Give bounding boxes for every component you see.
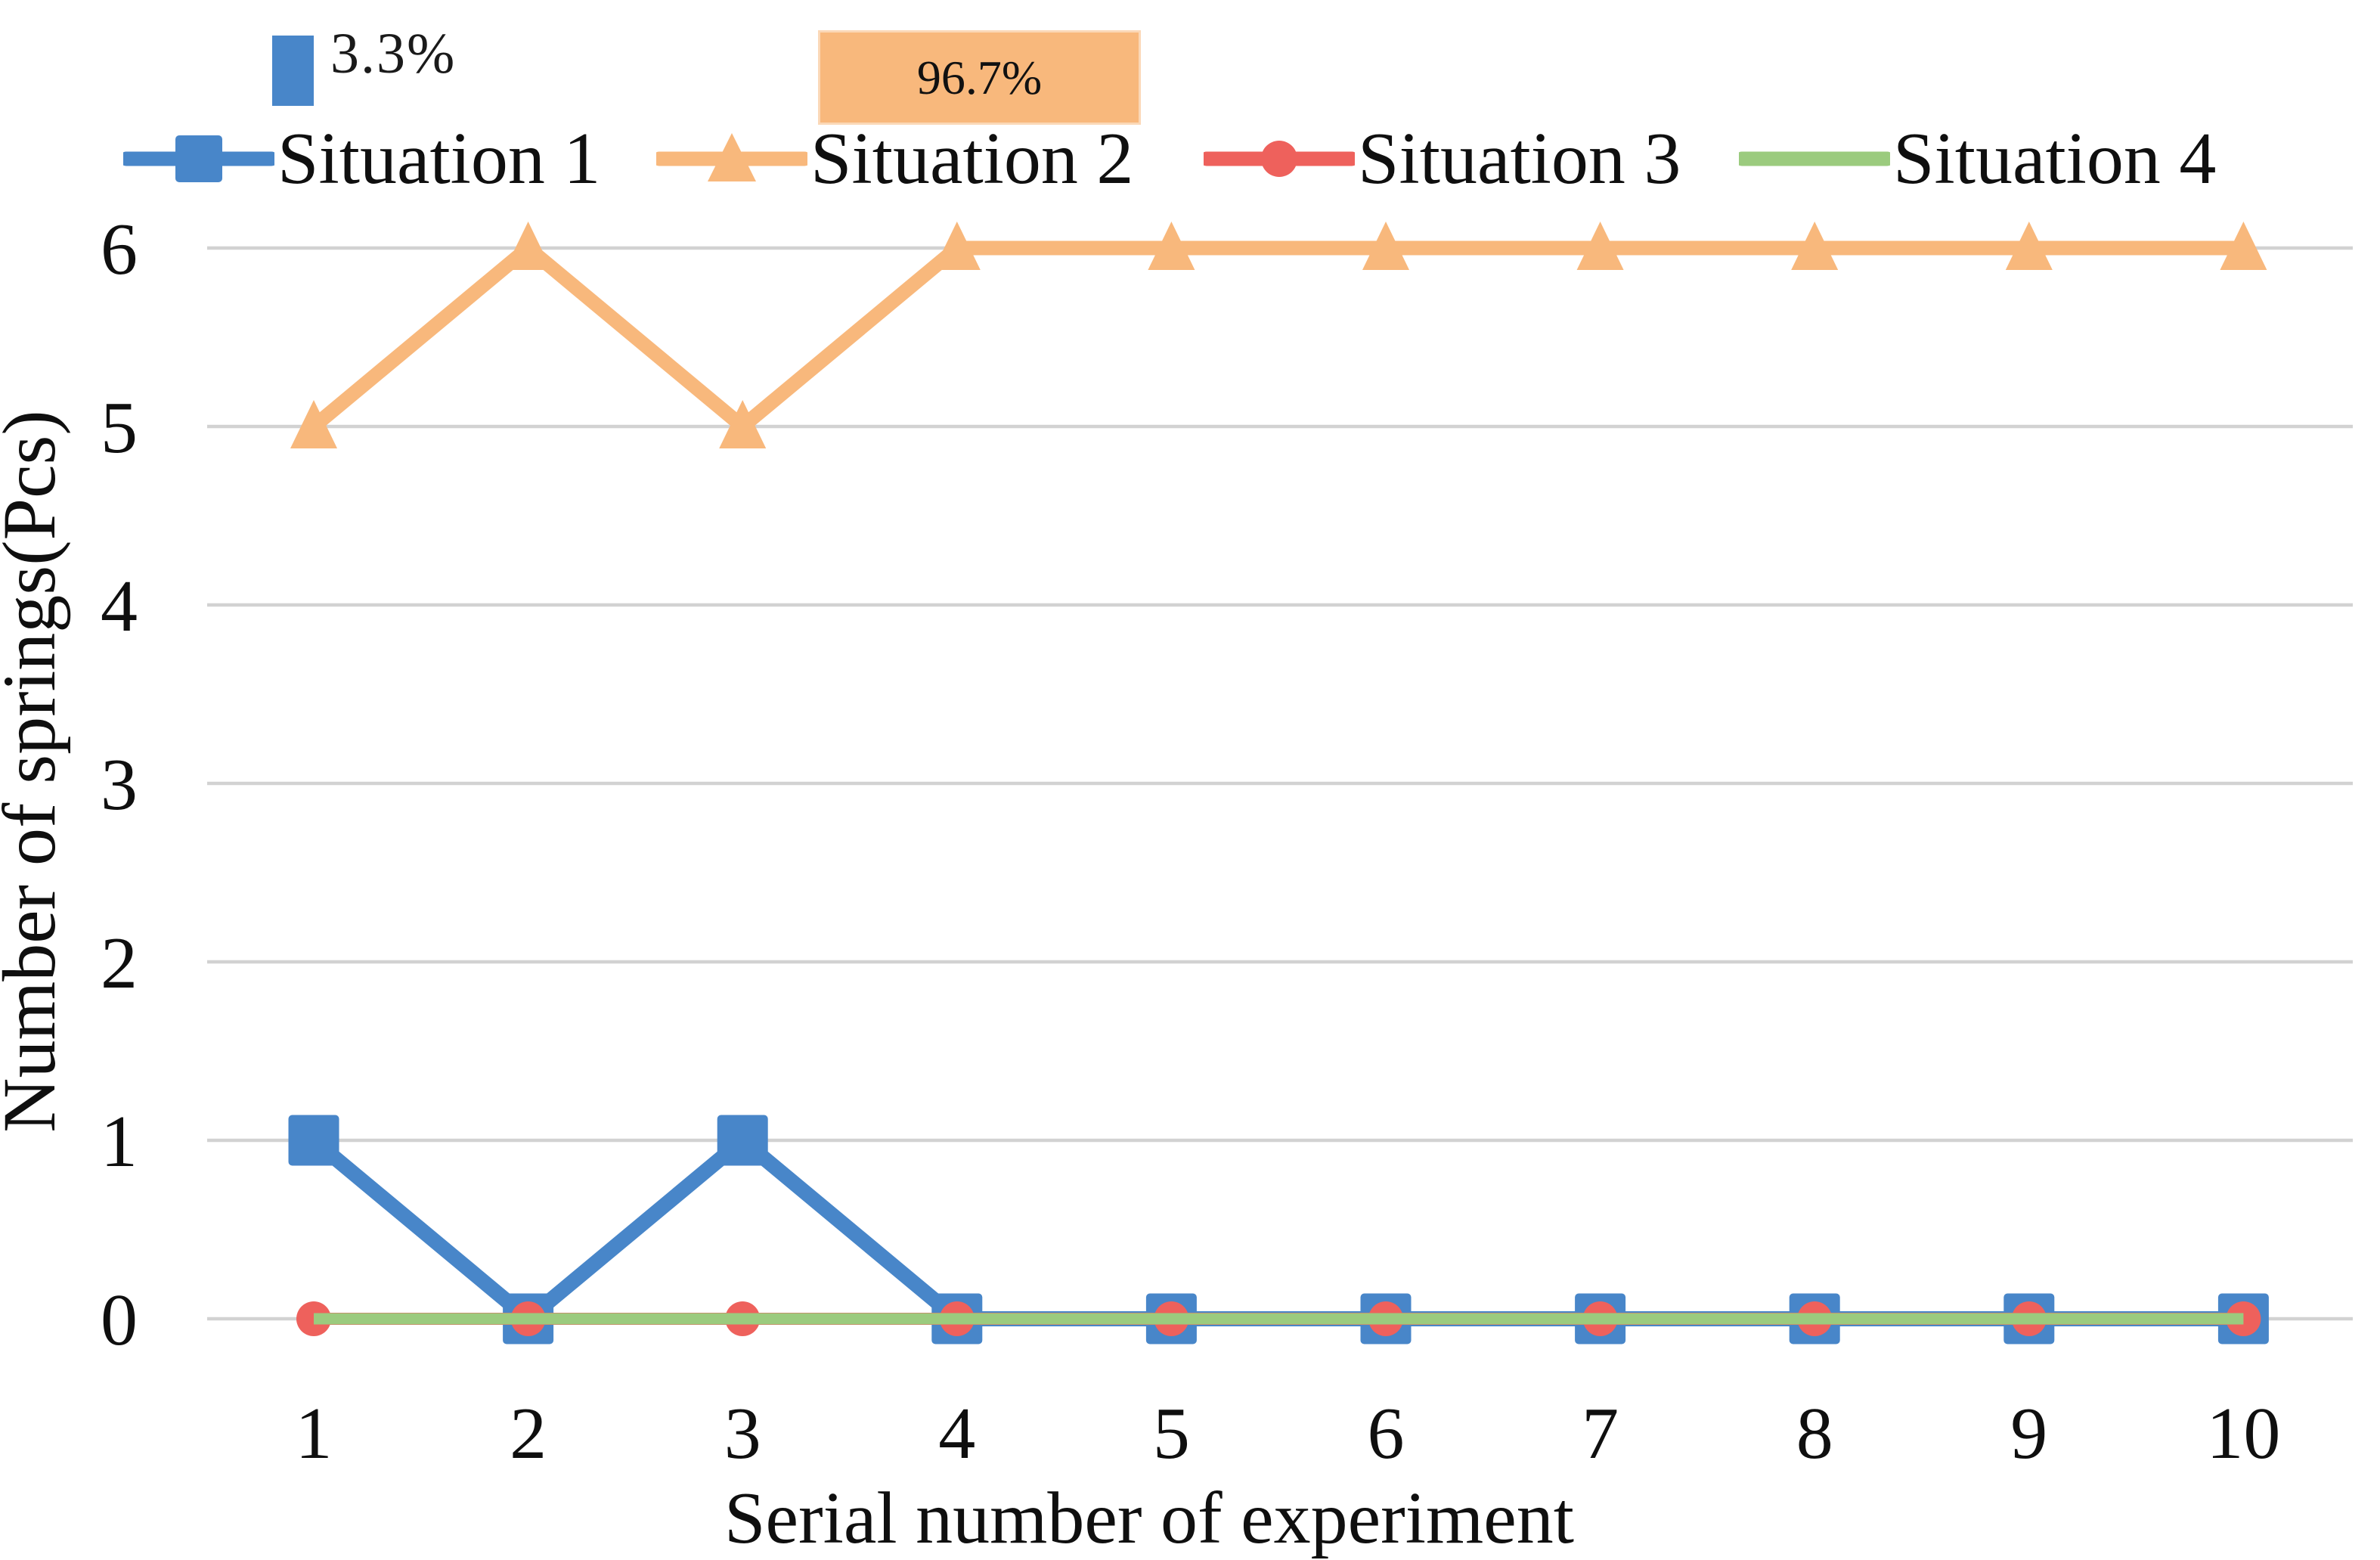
blue-bar-swatch xyxy=(272,36,314,106)
legend-label: Situation 2 xyxy=(810,118,1134,200)
series-line-1 xyxy=(308,1133,2244,1326)
situation2-rate-box: 96.7% xyxy=(818,30,1141,125)
legend-item-3: Situation 3 xyxy=(1204,113,1681,204)
legend-item-1: Situation 1 xyxy=(123,113,600,204)
marker-triangle xyxy=(504,222,552,270)
situation2-rate-label: 96.7% xyxy=(916,50,1043,104)
x-tick-label: 4 xyxy=(938,1393,975,1475)
y-axis-title: Number of springs(Pcs) xyxy=(0,410,71,1132)
y-tick-label: 0 xyxy=(101,1279,138,1361)
legend-triangle-icon xyxy=(656,133,807,181)
legend-circle-icon xyxy=(1204,141,1355,177)
x-tick-label: 10 xyxy=(2206,1393,2280,1475)
x-tick-label: 7 xyxy=(1582,1393,1619,1475)
y-tick-label: 4 xyxy=(101,566,138,647)
marker-triangle xyxy=(2005,222,2053,270)
x-axis-title: Serial number of experiment xyxy=(724,1478,1574,1559)
y-tick-label: 5 xyxy=(101,387,138,469)
marker-square xyxy=(288,1115,339,1166)
marker-triangle xyxy=(2220,222,2267,270)
y-tick-label: 6 xyxy=(101,209,138,290)
marker-triangle xyxy=(1148,222,1195,270)
legend-item-4: Situation 4 xyxy=(1739,113,2216,204)
legend-marker-triangle xyxy=(708,133,756,181)
marker-triangle xyxy=(290,400,337,448)
marker-triangle xyxy=(719,400,767,448)
marker-triangle xyxy=(1791,222,1839,270)
situation1-rate-label: 3.3% xyxy=(330,22,457,85)
legend-marker-square xyxy=(175,135,222,182)
marker-triangle xyxy=(1576,222,1624,270)
legend-square-icon xyxy=(123,135,274,182)
legend-marker-circle xyxy=(1261,141,1297,177)
legend-line-icon xyxy=(1739,151,1890,166)
marker-triangle xyxy=(1362,222,1409,270)
x-tick-label: 5 xyxy=(1153,1393,1190,1475)
y-tick-label: 2 xyxy=(101,923,138,1004)
y-tick-label: 3 xyxy=(101,744,138,826)
x-tick-label: 1 xyxy=(296,1393,333,1475)
legend-label: Situation 3 xyxy=(1358,118,1681,200)
marker-triangle xyxy=(933,222,981,270)
x-tick-label: 2 xyxy=(510,1393,547,1475)
legend-item-2: Situation 2 xyxy=(656,113,1133,204)
legend-label: Situation 1 xyxy=(277,118,601,200)
x-tick-label: 9 xyxy=(2010,1393,2047,1475)
legend-label: Situation 4 xyxy=(1893,118,2217,200)
series-line-2 xyxy=(308,240,2244,434)
x-tick-label: 6 xyxy=(1368,1393,1405,1475)
y-tick-label: 1 xyxy=(101,1101,138,1183)
marker-square xyxy=(717,1115,768,1166)
x-tick-label: 3 xyxy=(724,1393,761,1475)
x-tick-label: 8 xyxy=(1796,1393,1833,1475)
